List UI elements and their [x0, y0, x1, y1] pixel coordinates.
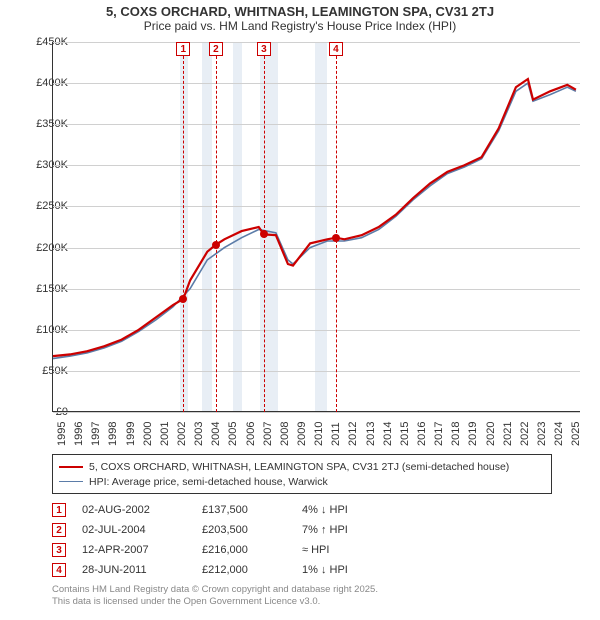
marker-line [183, 56, 184, 412]
x-tick-label: 2009 [296, 422, 308, 446]
x-tick-label: 2013 [365, 422, 377, 446]
transaction-delta: ≈ HPI [302, 544, 422, 556]
x-tick-label: 2016 [416, 422, 428, 446]
gridline [53, 412, 580, 413]
x-tick-label: 2008 [279, 422, 291, 446]
x-tick-label: 2000 [142, 422, 154, 446]
legend-box: 5, COXS ORCHARD, WHITNASH, LEAMINGTON SP… [52, 454, 552, 494]
transaction-date: 12-APR-2007 [82, 544, 202, 556]
x-tick-label: 1999 [125, 422, 137, 446]
transaction-delta: 1% ↓ HPI [302, 564, 422, 576]
x-tick-label: 2022 [519, 422, 531, 446]
legend-row: HPI: Average price, semi-detached house,… [59, 474, 545, 489]
legend-label: HPI: Average price, semi-detached house,… [89, 476, 328, 488]
series-hpi [53, 83, 576, 359]
legend-swatch [59, 481, 83, 482]
marker-box: 3 [257, 42, 271, 56]
chart-subtitle: Price paid vs. HM Land Registry's House … [0, 19, 600, 37]
x-tick-label: 2015 [399, 422, 411, 446]
transaction-price: £212,000 [202, 564, 302, 576]
transaction-delta: 7% ↑ HPI [302, 524, 422, 536]
transaction-marker: 2 [52, 523, 66, 537]
x-tick-label: 2024 [553, 422, 565, 446]
transaction-date: 28-JUN-2011 [82, 564, 202, 576]
x-tick-label: 1995 [56, 422, 68, 446]
x-tick-label: 2014 [382, 422, 394, 446]
x-tick-label: 2018 [450, 422, 462, 446]
x-tick-label: 2007 [262, 422, 274, 446]
transaction-row: 3 12-APR-2007£216,000≈ HPI [52, 540, 552, 560]
x-tick-label: 2003 [193, 422, 205, 446]
marker-dot [332, 234, 340, 242]
x-tick-label: 2006 [245, 422, 257, 446]
legend-label: 5, COXS ORCHARD, WHITNASH, LEAMINGTON SP… [89, 461, 509, 473]
marker-box: 1 [176, 42, 190, 56]
x-tick-label: 1997 [90, 422, 102, 446]
x-tick-label: 2004 [210, 422, 222, 446]
chart-svg [53, 42, 581, 412]
footer-line1: Contains HM Land Registry data © Crown c… [52, 584, 572, 596]
x-tick-label: 2002 [176, 422, 188, 446]
x-tick-label: 2012 [347, 422, 359, 446]
x-tick-label: 2020 [485, 422, 497, 446]
x-tick-label: 2023 [536, 422, 548, 446]
transaction-row: 1 02-AUG-2002£137,5004% ↓ HPI [52, 500, 552, 520]
x-tick-label: 2019 [467, 422, 479, 446]
x-tick-label: 2010 [313, 422, 325, 446]
chart-title: 5, COXS ORCHARD, WHITNASH, LEAMINGTON SP… [0, 0, 600, 19]
marker-dot [260, 230, 268, 238]
x-tick-label: 1996 [73, 422, 85, 446]
marker-line [216, 56, 217, 412]
transaction-price: £203,500 [202, 524, 302, 536]
transaction-row: 2 02-JUL-2004£203,5007% ↑ HPI [52, 520, 552, 540]
transaction-price: £137,500 [202, 504, 302, 516]
transaction-date: 02-AUG-2002 [82, 504, 202, 516]
x-tick-label: 2025 [570, 422, 582, 446]
transaction-marker: 1 [52, 503, 66, 517]
transactions-table: 1 02-AUG-2002£137,5004% ↓ HPI 2 02-JUL-2004… [52, 500, 552, 580]
marker-box: 4 [329, 42, 343, 56]
footer-attribution: Contains HM Land Registry data © Crown c… [52, 584, 572, 608]
legend-swatch [59, 466, 83, 468]
x-tick-label: 2017 [433, 422, 445, 446]
series-property [53, 79, 576, 356]
transaction-delta: 4% ↓ HPI [302, 504, 422, 516]
x-tick-label: 2011 [330, 422, 342, 446]
x-tick-label: 2001 [159, 422, 171, 446]
transaction-marker: 4 [52, 563, 66, 577]
transaction-date: 02-JUL-2004 [82, 524, 202, 536]
marker-box: 2 [209, 42, 223, 56]
transaction-marker: 3 [52, 543, 66, 557]
chart-container: 5, COXS ORCHARD, WHITNASH, LEAMINGTON SP… [0, 0, 600, 620]
chart-plot-area: 1 2 3 4 [52, 42, 580, 412]
transaction-row: 4 28-JUN-2011£212,0001% ↓ HPI [52, 560, 552, 580]
x-tick-label: 2021 [502, 422, 514, 446]
marker-dot [179, 295, 187, 303]
transaction-price: £216,000 [202, 544, 302, 556]
marker-dot [212, 241, 220, 249]
footer-line2: This data is licensed under the Open Gov… [52, 596, 572, 608]
legend-row: 5, COXS ORCHARD, WHITNASH, LEAMINGTON SP… [59, 459, 545, 474]
x-tick-label: 1998 [107, 422, 119, 446]
x-tick-label: 2005 [227, 422, 239, 446]
